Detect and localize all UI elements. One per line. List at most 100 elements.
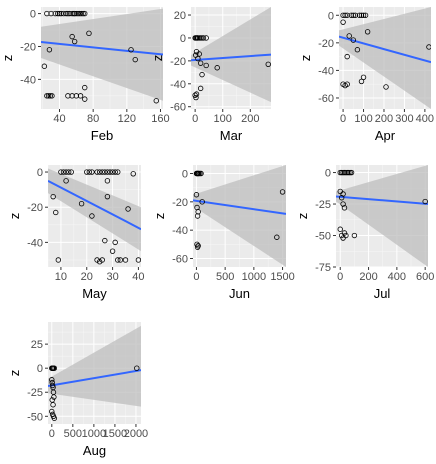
x-tick-label: 40: [132, 271, 144, 283]
data-point: [60, 169, 67, 175]
fit-line: [41, 41, 163, 56]
data-point: [63, 10, 69, 17]
data-point: [193, 91, 200, 97]
data-point: [78, 10, 85, 17]
confidence-band: [339, 7, 431, 109]
fit-line: [48, 369, 141, 387]
data-point: [109, 248, 116, 254]
x-tick-label: 400: [416, 113, 434, 125]
data-point: [203, 62, 209, 69]
x-tick-label: 400: [388, 271, 406, 283]
confidence-band: [41, 8, 163, 101]
y-tick-label: -60: [170, 102, 186, 114]
data-point: [115, 169, 121, 175]
data-point: [214, 65, 220, 71]
y-tick-label: -25: [27, 387, 43, 399]
data-point: [75, 10, 81, 17]
x-axis-title: Jul: [374, 286, 391, 301]
data-point: [125, 206, 131, 212]
x-tick-label: 0: [340, 113, 346, 125]
x-tick-label: 200: [375, 113, 393, 125]
data-point: [53, 209, 59, 216]
data-point: [68, 169, 74, 175]
y-tick-label: 0: [182, 169, 188, 181]
data-point: [49, 408, 55, 415]
data-point: [50, 402, 56, 408]
facet-panel-jun: 0 500 1000 1500 0 -20 -40 -60 Jun z: [152, 165, 295, 301]
confidence-band: [48, 168, 141, 252]
data-point: [109, 169, 116, 175]
x-tick-label: 200: [359, 271, 377, 283]
fit-line: [339, 35, 431, 64]
data-point: [80, 10, 86, 17]
data-point: [63, 178, 69, 184]
data-point: [107, 169, 113, 175]
data-point: [193, 94, 199, 101]
data-point: [112, 169, 118, 175]
x-tick-label: 20: [81, 271, 93, 283]
x-tick-label: 10: [55, 271, 67, 283]
data-point: [130, 171, 136, 177]
x-tick-label: 30: [106, 271, 118, 283]
data-point: [360, 12, 367, 18]
data-point: [198, 170, 204, 177]
data-point: [341, 205, 348, 211]
data-point: [99, 169, 105, 175]
data-point: [426, 44, 431, 50]
data-point: [195, 209, 201, 215]
facet-panel-may: 10 20 30 40 0 -20 -40 May z: [7, 165, 145, 301]
data-point: [51, 415, 58, 421]
data-point: [199, 71, 205, 78]
y-axis-title: z: [150, 55, 165, 62]
data-point: [197, 85, 204, 92]
fit-line: [48, 179, 141, 231]
data-point: [55, 10, 61, 17]
x-tick-label: 80: [87, 113, 99, 125]
data-point: [196, 51, 202, 57]
y-tick-label: -60: [172, 254, 188, 266]
data-point: [364, 29, 371, 35]
y-tick-label: 0: [180, 33, 186, 45]
x-tick-label: 0: [192, 113, 198, 125]
data-point: [82, 84, 88, 91]
data-point: [82, 96, 88, 102]
y-tick-label: -40: [20, 74, 36, 86]
data-point: [86, 169, 93, 175]
y-tick-label: -60: [318, 93, 334, 105]
y-tick-label: -40: [27, 237, 43, 249]
data-point: [350, 12, 357, 18]
data-point: [195, 243, 201, 249]
data-point: [351, 232, 358, 239]
data-point: [197, 60, 204, 66]
data-point: [49, 93, 55, 99]
data-point: [340, 12, 346, 18]
data-point: [41, 63, 48, 69]
data-point: [51, 365, 58, 371]
y-tick-label: 0: [30, 9, 36, 21]
data-point: [344, 53, 350, 60]
x-tick-label: 1500: [270, 271, 294, 283]
data-point: [82, 10, 88, 17]
y-tick-label: -40: [318, 65, 334, 77]
x-tick-label: 100: [214, 113, 232, 125]
data-point: [132, 56, 138, 63]
data-point: [78, 200, 85, 207]
data-point: [128, 47, 134, 53]
y-tick-label: -20: [172, 197, 188, 209]
x-tick-label: 0: [49, 428, 55, 440]
x-axis-title: Jun: [229, 286, 250, 301]
data-point: [356, 12, 363, 18]
data-point: [383, 84, 389, 90]
data-point: [358, 12, 365, 18]
data-point: [279, 189, 286, 195]
data-point: [49, 377, 55, 383]
y-tick-label: -50: [27, 411, 43, 423]
x-tick-label: 2000: [124, 428, 148, 440]
y-tick-label: 0: [37, 167, 43, 179]
data-point: [344, 81, 350, 87]
data-point: [46, 47, 53, 53]
data-point: [348, 169, 355, 176]
data-point: [358, 78, 365, 85]
data-point: [89, 213, 95, 219]
